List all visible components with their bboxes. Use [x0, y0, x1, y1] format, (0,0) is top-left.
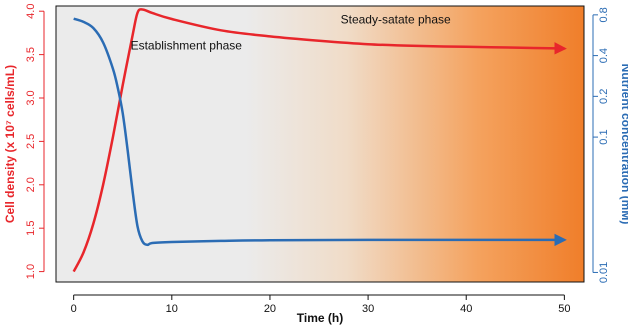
y-right-axis: 0.01 0.1 0.2 0.4 0.8: [592, 7, 610, 283]
x-tick-label: 40: [460, 303, 472, 315]
y-right-tick-label: 0.4: [598, 48, 610, 63]
x-axis-title: Time (h): [297, 311, 343, 325]
x-tick-label: 50: [558, 303, 570, 315]
y-left-tick-label: 3.5: [25, 47, 37, 62]
x-tick-label: 10: [166, 303, 178, 315]
y-left-tick-label: 4.0: [25, 4, 37, 19]
y-right-tick-label: 0.2: [598, 89, 610, 104]
x-tick-label: 0: [71, 303, 77, 315]
annotation-label: Establishment phase: [131, 38, 243, 52]
y-left-tick-label: 2.0: [25, 177, 37, 192]
y-right-tick-label: 0.01: [598, 262, 610, 283]
x-tick-label: 20: [264, 303, 276, 315]
y-right-axis-title: Nutrient concentration (mM): [619, 64, 628, 225]
y-left-tick-label: 2.5: [25, 134, 37, 149]
annotations: Establishment phase Steady-satate phase: [131, 12, 451, 52]
y-left-axis-title: Cell density (x 10⁷ cells/mL): [3, 65, 17, 223]
annotation-label: Steady-satate phase: [341, 12, 451, 26]
y-left-tick-label: 1.5: [25, 221, 37, 236]
x-axis: 0 10 20 30 40 50: [71, 294, 570, 315]
y-right-tick-label: 0.1: [598, 129, 610, 144]
y-left-axis: 1.0 1.5 2.0 2.5 3.0 3.5 4.0: [25, 4, 45, 279]
x-tick-label: 30: [362, 303, 374, 315]
cell-density-series: [72, 8, 567, 273]
y-left-tick-label: 3.0: [25, 90, 37, 105]
y-right-tick-label: 0.8: [598, 7, 610, 22]
plot-frame: [55, 5, 585, 283]
y-left-tick-label: 1.0: [25, 264, 37, 279]
plot-background: [56, 6, 584, 282]
nutrient-concentration-series: [73, 17, 567, 247]
